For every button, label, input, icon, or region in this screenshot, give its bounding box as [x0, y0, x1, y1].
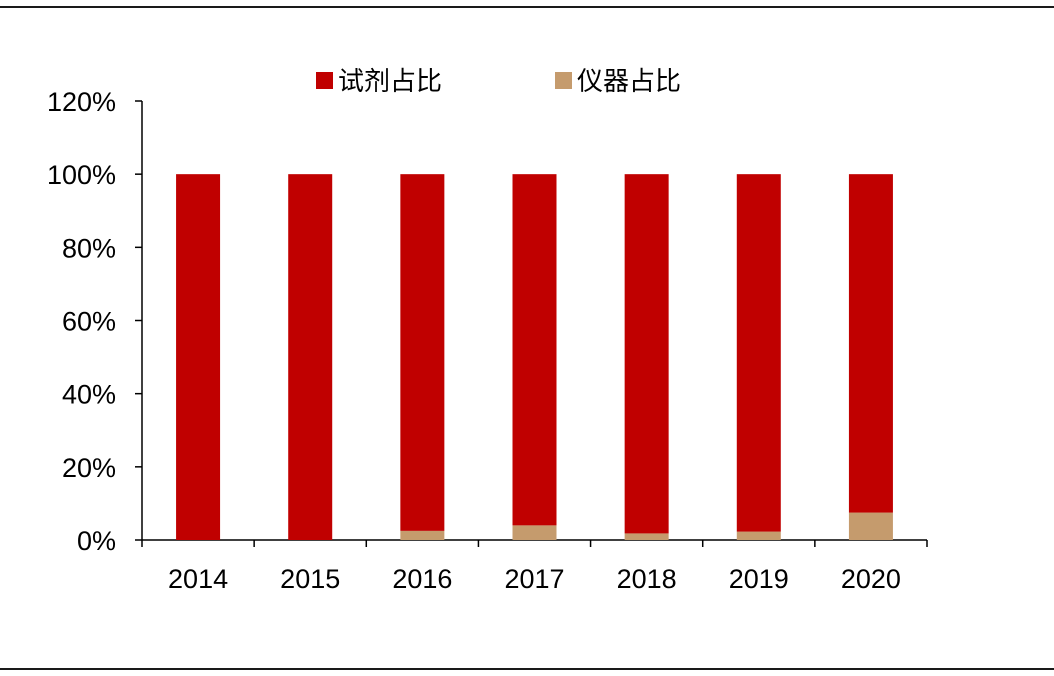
bar-instrument: [624, 533, 669, 540]
bar-reagent: [176, 174, 221, 540]
top-rule: [0, 6, 1054, 8]
bar-instrument: [736, 531, 781, 540]
bottom-rule: [0, 668, 1054, 670]
x-tick-label: 2018: [617, 564, 677, 594]
bar-instrument: [512, 525, 557, 540]
y-tick-label: 80%: [62, 233, 116, 263]
bar-reagent: [624, 174, 669, 534]
legend-instrument-label: 仪器占比: [577, 67, 681, 97]
x-tick-label: 2014: [168, 564, 228, 594]
bar-reagent: [512, 174, 557, 526]
bars: [176, 174, 893, 540]
legend-reagent-swatch: [316, 72, 333, 89]
x-tick-label: 2016: [392, 564, 452, 594]
bar-reagent: [736, 174, 781, 532]
y-tick-label: 60%: [62, 307, 116, 337]
legend: 试剂占比 仪器占比: [316, 67, 681, 97]
y-tick-label: 100%: [47, 160, 116, 190]
bar-reagent: [848, 174, 893, 513]
bar-instrument: [400, 530, 445, 540]
legend-reagent-label: 试剂占比: [338, 67, 442, 97]
y-axis: 0% 20% 40% 60% 80% 100% 120%: [47, 87, 143, 556]
x-tick-label: 2019: [729, 564, 789, 594]
legend-instrument-swatch: [555, 72, 572, 89]
y-tick-label: 20%: [62, 453, 116, 483]
bar-instrument: [848, 512, 893, 540]
x-tick-label: 2017: [504, 564, 564, 594]
y-tick-label: 40%: [62, 380, 116, 410]
x-tick-label: 2015: [280, 564, 340, 594]
bar-reagent: [400, 174, 445, 531]
x-axis: 2014 2015 2016 2017 2018 2019 2020: [141, 539, 928, 594]
y-tick-label: 0%: [77, 526, 116, 556]
y-tick-label: 120%: [47, 87, 116, 117]
x-tick-label: 2020: [841, 564, 901, 594]
bar-reagent: [288, 174, 333, 540]
